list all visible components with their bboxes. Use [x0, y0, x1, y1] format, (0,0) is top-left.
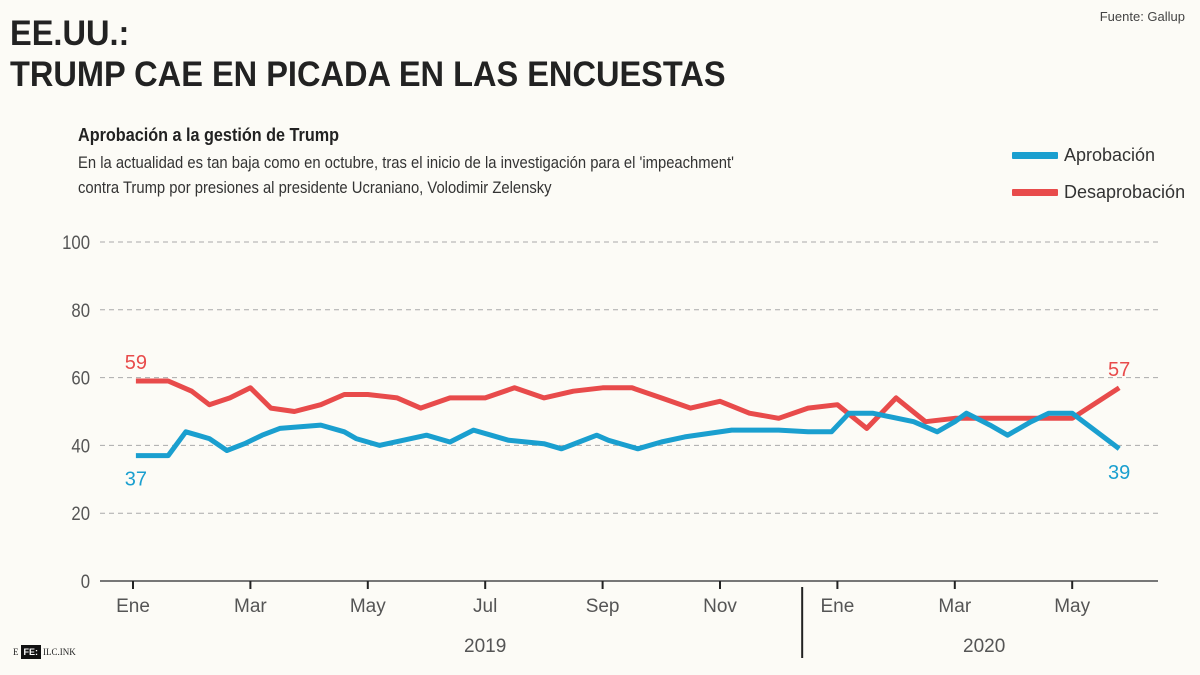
y-tick-label-0: 0 [81, 571, 90, 592]
y-tick-label-60: 60 [71, 368, 90, 389]
data-label-desaprobacion-end: 57 [1108, 359, 1130, 381]
efe-logo: E FE: ILC.INK [13, 645, 76, 659]
series-line-desaprobacion [135, 378, 1121, 431]
x-tick-label-0: Ene [116, 596, 150, 617]
legend-item-aprobacion: Aprobación [1012, 145, 1155, 166]
y-tick-label-80: 80 [71, 300, 90, 321]
x-tick-label-1: Mar [234, 596, 267, 617]
chart-description: En la actualidad es tan baja como en oct… [78, 153, 734, 197]
data-label-aprobacion-start: 37 [125, 469, 147, 491]
headline-line-2: TRUMP CAE EN PICADA EN LAS ENCUESTAS [10, 55, 726, 94]
y-tick-label-100: 100 [62, 232, 90, 253]
year-label-2019: 2019 [464, 636, 506, 657]
y-tick-label-40: 40 [71, 435, 90, 456]
x-tick-label-6: Ene [820, 596, 854, 617]
x-tick-label-3: Jul [473, 596, 497, 617]
logo-prefix: E [13, 647, 19, 657]
x-tick-label-4: Sep [586, 596, 620, 617]
x-tick-label-8: May [1054, 596, 1090, 617]
x-tick-label-2: May [350, 596, 386, 617]
x-tick-label-5: Nov [703, 596, 737, 617]
y-tick-label-20: 20 [71, 503, 90, 524]
legend-swatch-aprobacion [1012, 152, 1058, 159]
legend-item-desaprobacion: Desaprobación [1012, 182, 1185, 203]
chart-title: Aprobación a la gestión de Trump [78, 125, 340, 145]
data-label-desaprobacion-start: 59 [125, 352, 147, 374]
logo-suffix: ILC.INK [43, 647, 76, 657]
logo-box: FE: [20, 645, 41, 659]
legend-label-aprobacion: Aprobación [1064, 145, 1156, 165]
legend-label-desaprobacion: Desaprobación [1064, 182, 1186, 202]
legend-swatch-desaprobacion [1012, 189, 1058, 196]
year-label-2020: 2020 [963, 636, 1005, 657]
source-note: Fuente: Gallup [1099, 9, 1185, 24]
data-label-aprobacion-end: 39 [1108, 462, 1130, 484]
headline-line-1: EE.UU.: [10, 14, 130, 53]
x-tick-label-7: Mar [938, 596, 971, 617]
series-line-aprobacion [135, 410, 1121, 459]
